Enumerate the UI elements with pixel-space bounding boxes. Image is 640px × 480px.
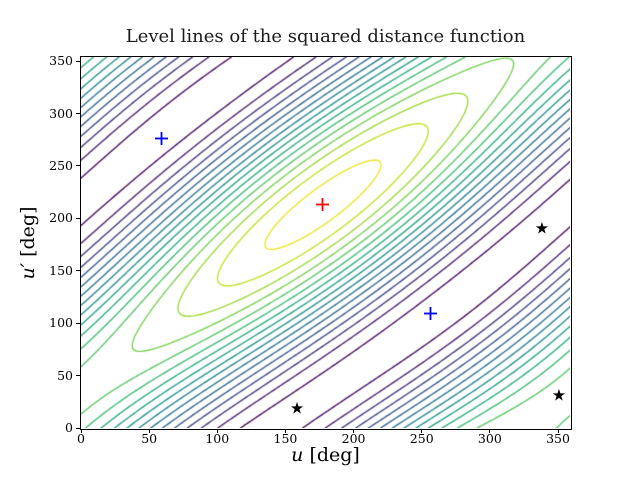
- x-tick-mark: [421, 429, 423, 433]
- y-tick-label: 350: [49, 53, 73, 69]
- y-tick-mark: [76, 165, 80, 167]
- y-tick-label: 250: [49, 157, 73, 173]
- x-tick-mark: [216, 429, 218, 433]
- x-tick-mark: [489, 429, 491, 433]
- x-axis-unit: [deg]: [309, 444, 360, 466]
- x-tick-mark: [80, 429, 82, 433]
- y-axis-variable: u′: [17, 262, 39, 280]
- x-tick-mark: [353, 429, 355, 433]
- x-tick-mark: [148, 429, 150, 433]
- x-axis-variable: u: [291, 444, 304, 466]
- y-tick-label: 150: [49, 262, 73, 278]
- y-tick-mark: [76, 60, 80, 62]
- x-tick-label: 50: [141, 431, 158, 446]
- y-tick-mark: [76, 113, 80, 115]
- x-tick-label: 0: [77, 431, 85, 446]
- x-tick-mark: [557, 429, 559, 433]
- x-tick-label: 100: [205, 431, 230, 446]
- x-tick-label: 300: [477, 431, 502, 446]
- y-tick-label: 50: [57, 367, 73, 383]
- x-tick-mark: [284, 429, 286, 433]
- y-tick-mark: [76, 322, 80, 324]
- y-tick-mark: [76, 375, 80, 377]
- y-tick-mark: [76, 270, 80, 272]
- x-tick-label: 150: [273, 431, 298, 446]
- y-tick-label: 200: [49, 210, 73, 226]
- y-tick-label: 100: [49, 315, 73, 331]
- x-tick-label: 200: [341, 431, 366, 446]
- contour-plot: [81, 57, 570, 428]
- x-tick-label: 250: [409, 431, 434, 446]
- y-tick-label: 0: [65, 420, 73, 435]
- chart-title: Level lines of the squared distance func…: [125, 26, 526, 47]
- y-tick-mark: [76, 217, 80, 219]
- y-axis-label: u′ [deg]: [17, 183, 39, 303]
- y-tick-label: 300: [49, 105, 73, 121]
- x-tick-label: 350: [546, 431, 570, 446]
- y-tick-mark: [76, 427, 80, 429]
- y-axis-unit: [deg]: [17, 206, 39, 257]
- x-axis-label: u [deg]: [81, 444, 570, 466]
